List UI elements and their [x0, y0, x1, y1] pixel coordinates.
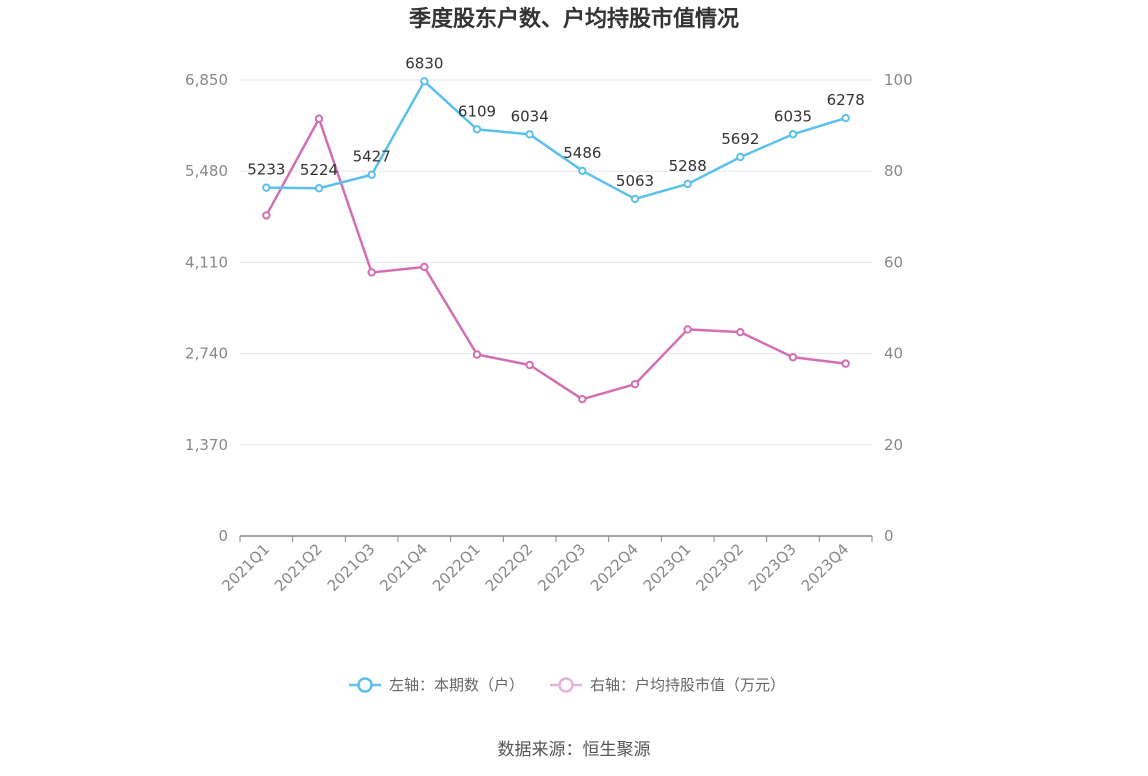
data-label: 6830 [405, 54, 443, 72]
data-label: 5224 [300, 161, 338, 179]
legend-item-0[interactable]: 左轴：本期数（户） [349, 676, 524, 694]
x-axis: 2021Q12021Q22021Q32021Q42022Q12022Q22022… [218, 535, 873, 595]
x-tick-label: 2021Q1 [218, 540, 273, 595]
legend-label: 右轴：户均持股市值（万元） [590, 676, 785, 694]
right-tick-label: 100 [884, 71, 913, 89]
x-tick-label: 2022Q2 [482, 540, 537, 595]
left-tick-label: 0 [218, 527, 228, 545]
x-tick-label: 2021Q3 [324, 540, 379, 595]
x-tick-label: 2023Q4 [798, 540, 853, 595]
x-tick-label: 2023Q3 [745, 540, 800, 595]
left-axis: 0 1,370 2,740 4,110 5,480 6,850 [185, 71, 228, 545]
series-group: 5233 5224 5427 6830 6109 6034 5486 5063 5288 5692… [247, 54, 865, 404]
legend-marker-icon [357, 677, 373, 693]
data-point [262, 183, 271, 192]
series-line-1 [265, 117, 846, 401]
data-label: 5063 [616, 172, 654, 190]
data-point [578, 395, 587, 404]
chart-title: 季度股东户数、户均持股市值情况 [409, 6, 739, 32]
x-tick-label: 2021Q2 [271, 540, 326, 595]
data-point [578, 166, 587, 176]
data-point [314, 114, 324, 123]
data-label: 5486 [563, 144, 601, 162]
x-tick-label: 2023Q1 [640, 540, 695, 595]
data-point [630, 379, 640, 389]
x-tick-label: 2021Q4 [376, 540, 431, 595]
legend: 左轴：本期数（户） 右轴：户均持股市值（万元） [349, 676, 785, 694]
right-tick-label: 40 [884, 345, 903, 363]
x-tick-label: 2022Q4 [587, 540, 642, 595]
data-point [472, 350, 482, 359]
data-point [314, 184, 324, 193]
x-tick-label: 2022Q1 [429, 540, 484, 595]
data-point [736, 152, 745, 162]
right-axis: 0 20 40 60 80 100 [884, 71, 913, 545]
data-point [788, 130, 798, 139]
data-point [841, 113, 850, 123]
left-tick-label: 6,850 [185, 71, 228, 89]
data-point [262, 211, 271, 220]
legend-label: 左轴：本期数（户） [389, 676, 524, 694]
legend-item-1[interactable]: 右轴：户均持股市值（万元） [550, 676, 785, 694]
data-point [525, 360, 534, 370]
data-point [367, 170, 376, 179]
data-label: 6034 [511, 107, 549, 125]
left-tick-label: 1,370 [185, 436, 228, 454]
data-label: 5233 [247, 161, 285, 179]
x-tick-label: 2022Q3 [534, 540, 589, 595]
data-point [788, 353, 798, 362]
data-label: 5692 [721, 130, 759, 148]
data-label: 6278 [827, 91, 865, 109]
data-label: 5288 [669, 157, 707, 175]
data-label: 6109 [458, 102, 496, 120]
data-label: 6035 [774, 107, 812, 125]
grid-lines [240, 79, 872, 446]
data-point [472, 125, 482, 134]
data-label: 5427 [353, 148, 391, 166]
right-tick-label: 0 [884, 527, 894, 545]
data-point [630, 194, 640, 204]
right-tick-label: 20 [884, 436, 903, 454]
right-tick-label: 60 [884, 253, 903, 271]
data-point [525, 130, 534, 139]
left-tick-label: 2,740 [185, 345, 228, 363]
series-line-0 [266, 80, 847, 201]
left-tick-label: 5,480 [185, 162, 228, 180]
data-point [841, 359, 850, 368]
source-note: 数据来源：恒生聚源 [498, 740, 651, 760]
data-point [683, 325, 692, 334]
data-point [420, 262, 429, 272]
legend-marker-icon [558, 677, 574, 693]
data-point [736, 327, 745, 337]
x-tick-label: 2023Q2 [692, 540, 747, 595]
data-point [683, 179, 692, 189]
data-point [367, 268, 376, 277]
left-tick-label: 4,110 [185, 253, 228, 271]
data-point [420, 77, 429, 86]
right-tick-label: 80 [884, 162, 903, 180]
